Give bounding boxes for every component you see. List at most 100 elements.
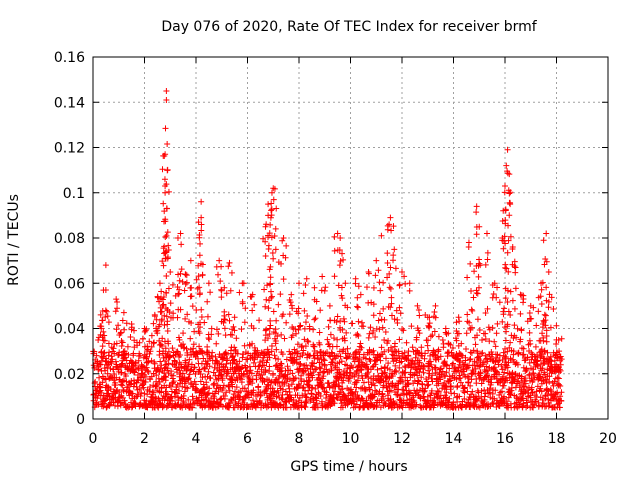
data-point: [375, 267, 382, 274]
data-point: [393, 307, 400, 314]
data-point: [286, 311, 293, 318]
data-point: [164, 318, 171, 325]
data-point: [203, 379, 210, 386]
data-point: [424, 314, 431, 321]
data-point: [387, 214, 394, 221]
data-point: [403, 339, 410, 346]
data-point: [270, 370, 277, 377]
data-point: [467, 355, 474, 362]
data-point: [504, 249, 511, 256]
data-point: [268, 212, 275, 219]
data-point: [507, 288, 514, 295]
data-point: [546, 378, 553, 385]
data-point: [140, 384, 147, 391]
data-point: [310, 326, 317, 333]
data-point: [385, 337, 392, 344]
data-point: [173, 348, 180, 355]
data-point: [412, 347, 419, 354]
data-point: [406, 280, 413, 287]
data-point: [537, 293, 544, 300]
data-point: [427, 333, 434, 340]
data-point: [280, 235, 287, 241]
data-point: [483, 230, 490, 237]
data-point: [414, 348, 421, 355]
data-point: [263, 221, 270, 228]
data-point: [293, 330, 300, 337]
data-point: [431, 348, 438, 355]
data-point: [492, 358, 499, 365]
data-point: [108, 353, 115, 360]
data-point: [363, 361, 370, 368]
data-point: [396, 336, 403, 343]
data-point: [199, 390, 206, 397]
data-point: [268, 206, 275, 213]
data-point: [520, 292, 527, 299]
data-point: [482, 335, 489, 342]
data-point: [464, 311, 471, 318]
data-point: [418, 374, 425, 381]
data-point: [156, 369, 163, 376]
data-point: [164, 140, 171, 147]
data-point: [229, 383, 236, 390]
data-point: [266, 325, 273, 332]
data-point: [339, 295, 346, 302]
data-point: [429, 378, 436, 385]
data-point: [131, 369, 138, 376]
data-point: [253, 376, 260, 383]
data-point: [539, 365, 546, 372]
data-point: [451, 364, 458, 371]
data-point: [128, 404, 135, 411]
data-point: [504, 287, 511, 294]
data-point: [365, 299, 372, 306]
data-point: [439, 337, 446, 344]
data-point: [543, 297, 550, 304]
data-point: [283, 356, 290, 363]
data-point: [557, 383, 564, 390]
data-point: [164, 307, 171, 314]
data-point: [260, 377, 267, 384]
data-point: [505, 268, 512, 275]
data-point: [540, 355, 547, 362]
data-point: [278, 331, 285, 338]
data-point: [196, 252, 203, 259]
data-point: [547, 386, 554, 393]
data-point: [352, 354, 359, 361]
data-point: [468, 306, 475, 313]
data-point: [422, 350, 429, 357]
data-point: [195, 273, 202, 280]
data-point: [528, 349, 535, 356]
data-point: [503, 398, 510, 405]
data-point: [507, 233, 514, 240]
data-point: [194, 285, 201, 292]
data-point: [108, 360, 115, 367]
data-point: [181, 344, 188, 351]
data-point: [267, 263, 274, 270]
data-point: [102, 287, 109, 294]
data-point: [552, 390, 559, 397]
x-tick-label: 4: [192, 431, 201, 447]
data-point: [204, 298, 211, 305]
data-point: [500, 311, 507, 318]
data-point: [246, 378, 253, 385]
data-point: [541, 311, 548, 318]
data-point: [392, 265, 399, 272]
data-point: [299, 392, 306, 399]
data-point: [180, 330, 187, 337]
data-point: [111, 350, 118, 357]
data-point: [229, 326, 236, 333]
data-point: [288, 291, 295, 298]
data-point: [104, 313, 111, 320]
data-point: [169, 380, 176, 387]
data-point: [112, 308, 119, 315]
data-point: [488, 379, 495, 386]
data-point: [556, 348, 563, 355]
data-point: [351, 400, 358, 407]
data-point: [157, 341, 164, 348]
data-point: [539, 396, 546, 403]
data-point: [241, 342, 248, 349]
data-point: [203, 361, 210, 368]
data-point: [476, 223, 483, 230]
data-point: [241, 385, 248, 392]
data-point: [352, 388, 359, 395]
data-point: [313, 298, 320, 305]
